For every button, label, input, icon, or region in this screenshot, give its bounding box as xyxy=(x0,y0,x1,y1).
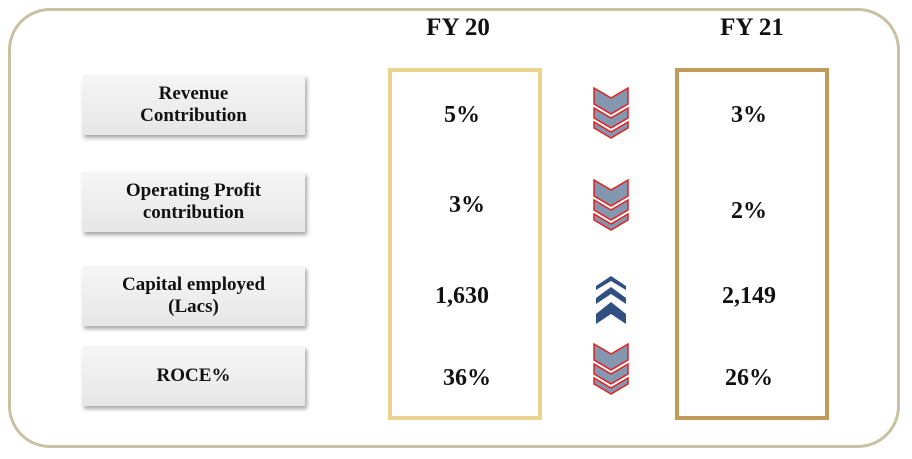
row-label-text: ROCE% xyxy=(156,365,231,386)
column-header: FY 21 xyxy=(720,14,784,41)
cell: 36% xyxy=(443,365,491,391)
cell: 2% xyxy=(731,198,767,224)
column-box xyxy=(675,68,829,420)
cell: 3% xyxy=(449,192,485,218)
row-label-text: Revenue Contribution xyxy=(140,83,247,126)
cell: 2,149 xyxy=(722,283,776,309)
row-label: Revenue Contribution xyxy=(82,75,305,135)
down-arrow xyxy=(593,86,629,139)
down-arrow xyxy=(593,342,629,395)
column-box xyxy=(388,68,542,420)
column-header: FY 20 xyxy=(426,14,490,41)
cell: 3% xyxy=(731,102,767,128)
down-arrow xyxy=(593,178,629,231)
row-label: Capital employed (Lacs) xyxy=(82,266,305,326)
cell: 26% xyxy=(725,365,773,391)
cell: 5% xyxy=(444,102,480,128)
cell: 1,630 xyxy=(435,283,489,309)
row-label-text: Capital employed (Lacs) xyxy=(121,274,266,317)
row-label: Operating Profit contribution xyxy=(82,172,305,232)
frame xyxy=(8,8,900,448)
row-label: ROCE% xyxy=(82,346,305,406)
up-arrow xyxy=(596,276,626,324)
row-label-text: Operating Profit contribution xyxy=(125,180,262,223)
